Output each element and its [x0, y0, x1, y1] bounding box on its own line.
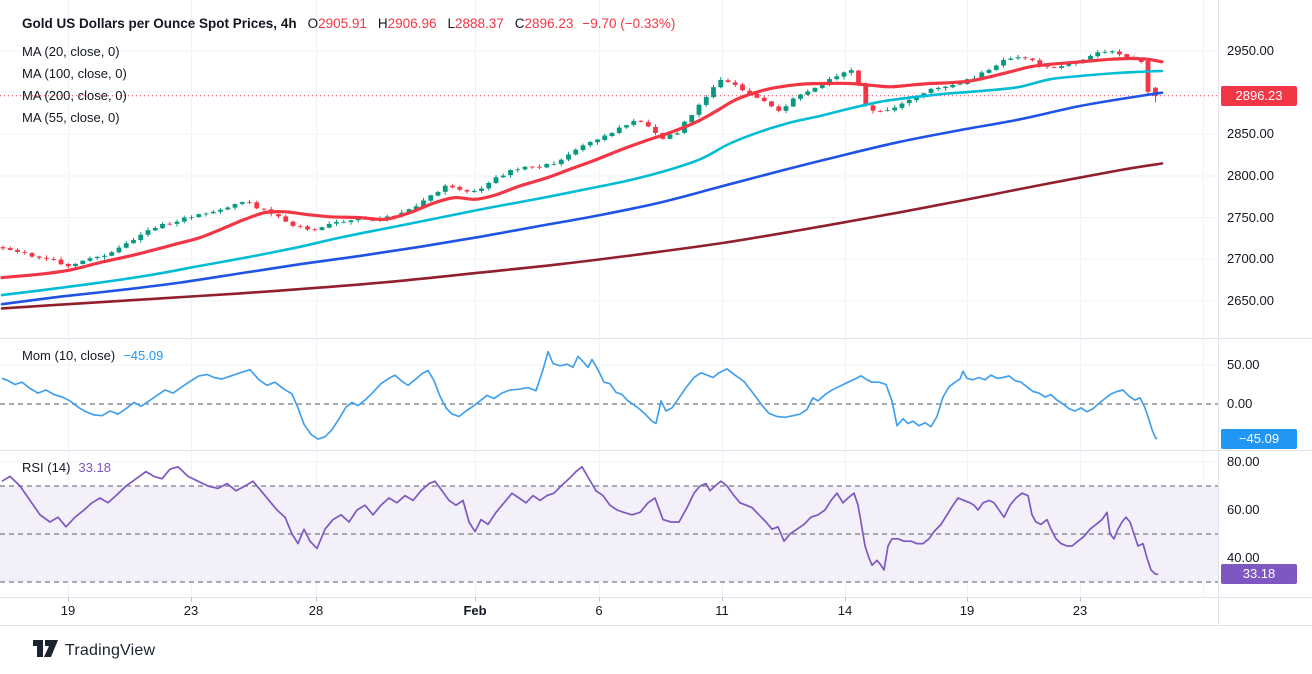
open-label: O [307, 16, 319, 31]
symbol-title[interactable]: Gold US Dollars per Ounce Spot Prices, 4… [22, 16, 297, 31]
time-tick-label: 23 [183, 603, 199, 618]
tradingview-brand-text: TradingView [65, 642, 156, 659]
low-value: 2888.37 [454, 16, 504, 31]
price-tick-label: 2850.00 [1227, 126, 1274, 142]
tradingview-logo-icon [33, 640, 58, 662]
time-tick-label: Feb [463, 603, 487, 618]
time-tick-label: 23 [1072, 603, 1088, 618]
price-tick-label: 2800.00 [1227, 167, 1274, 183]
current-price-badge: 2896.23 [1221, 85, 1297, 106]
high-label: H [377, 16, 388, 31]
price-tick-label: 2650.00 [1227, 292, 1274, 308]
legend-ma-55[interactable]: MA (55, close, 0) [22, 110, 120, 125]
rsi-tick-label: 80.00 [1227, 454, 1260, 469]
time-tick-label: 28 [308, 603, 324, 618]
time-tick-label: 19 [959, 603, 975, 618]
time-tick-label: 14 [837, 603, 853, 618]
close-value: 2896.23 [524, 16, 574, 31]
legend-ma-20[interactable]: MA (20, close, 0) [22, 44, 120, 59]
open-value: 2905.91 [318, 16, 367, 31]
high-value: 2906.96 [387, 16, 437, 31]
change-value: −9.70 (−0.33%) [582, 16, 676, 31]
rsi-tick-label: 40.00 [1227, 550, 1260, 565]
low-label: L [447, 16, 455, 31]
momentum-value: −45.09 [123, 348, 164, 363]
symbol-header[interactable]: Gold US Dollars per Ounce Spot Prices, 4… [22, 16, 675, 31]
rsi-title: RSI (14) [22, 460, 71, 475]
price-tick-label: 2700.00 [1227, 251, 1274, 267]
momentum-tick-label: 0.00 [1227, 396, 1253, 411]
time-tick-label: 19 [60, 603, 76, 618]
momentum-value-badge: −45.09 [1221, 429, 1297, 450]
momentum-title: Mom (10, close) [22, 348, 116, 363]
legend-ma-100[interactable]: MA (100, close, 0) [22, 66, 127, 81]
rsi-legend[interactable]: RSI (14) 33.18 [22, 460, 111, 475]
rsi-tick-label: 60.00 [1227, 502, 1260, 517]
price-tick-label: 2750.00 [1227, 209, 1274, 225]
time-tick-label: 11 [715, 603, 729, 618]
tradingview-attribution[interactable]: TradingView [33, 640, 155, 662]
time-tick-label: 6 [595, 603, 603, 618]
rsi-value: 33.18 [78, 460, 111, 475]
price-tick-label: 2950.00 [1227, 43, 1274, 58]
close-label: C [514, 16, 525, 31]
momentum-tick-label: 50.00 [1227, 357, 1260, 372]
legend-ma-200[interactable]: MA (200, close, 0) [22, 88, 127, 103]
rsi-value-badge: 33.18 [1221, 564, 1297, 585]
momentum-legend[interactable]: Mom (10, close) −45.09 [22, 348, 163, 363]
